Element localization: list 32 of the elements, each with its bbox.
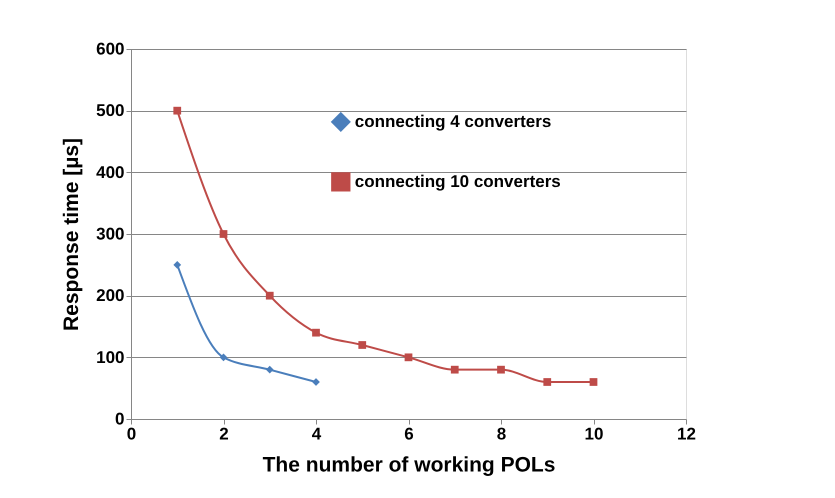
point bbox=[173, 260, 182, 269]
y-tick-label: 200 bbox=[96, 286, 124, 306]
point bbox=[312, 378, 320, 386]
x-tick-label: 8 bbox=[496, 424, 506, 444]
x-tick-label: 6 bbox=[404, 424, 414, 444]
x-tick-label: 0 bbox=[126, 424, 136, 444]
y-tick-label: 400 bbox=[96, 162, 124, 182]
y-tick-label: 300 bbox=[96, 224, 124, 244]
point bbox=[173, 106, 182, 115]
legend-label: connecting 10 converters bbox=[354, 172, 561, 191]
x-axis-title: The number of working POLs bbox=[262, 454, 556, 476]
y-axis-title: Response time [µs] bbox=[60, 138, 84, 331]
point bbox=[497, 366, 505, 374]
point bbox=[358, 341, 366, 349]
point bbox=[220, 230, 228, 238]
point bbox=[220, 353, 228, 362]
y-tick-label: 500 bbox=[96, 101, 124, 120]
x-tick-label: 4 bbox=[312, 424, 322, 444]
point bbox=[266, 292, 274, 300]
x-tick-label: 12 bbox=[677, 424, 696, 444]
point bbox=[543, 378, 552, 386]
y-tick-label: 100 bbox=[96, 348, 124, 367]
x-tick-label: 10 bbox=[584, 424, 604, 444]
point bbox=[266, 366, 274, 374]
point bbox=[590, 378, 598, 386]
y-tick-label: 0 bbox=[115, 410, 124, 428]
x-tick-label: 2 bbox=[219, 424, 229, 444]
point bbox=[450, 366, 459, 374]
point bbox=[312, 328, 320, 337]
legend-label: connecting 4 converters bbox=[354, 112, 552, 131]
y-tick-label: 600 bbox=[96, 40, 124, 58]
point bbox=[404, 353, 412, 362]
